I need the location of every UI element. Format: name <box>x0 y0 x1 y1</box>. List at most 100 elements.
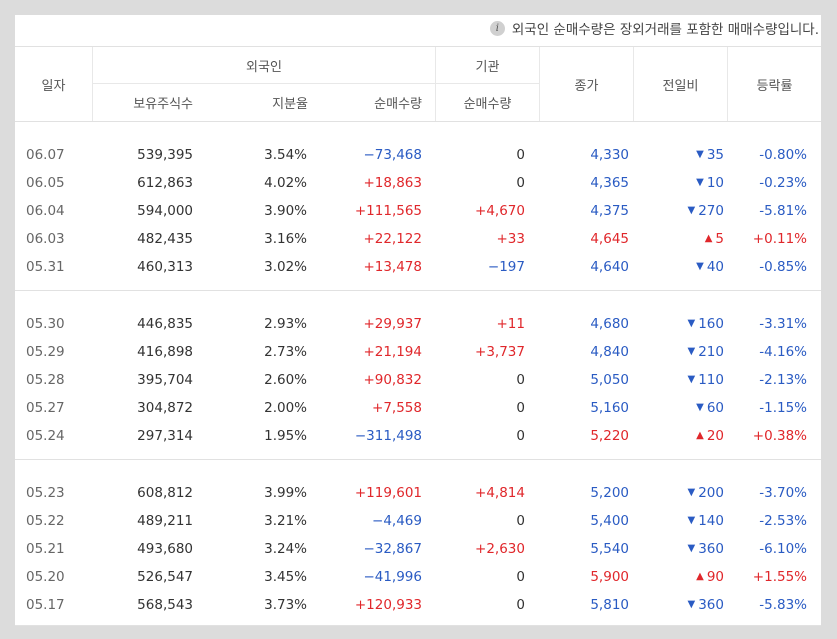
divider <box>727 47 728 121</box>
cell-institution-net: +3,737 <box>475 344 525 360</box>
cell-date: 05.30 <box>26 316 65 332</box>
triangle-up-icon: ▲ <box>696 571 704 582</box>
change-value: 270 <box>698 203 724 219</box>
cell-rate: -5.83% <box>759 597 807 613</box>
triangle-down-icon: ▼ <box>687 374 696 385</box>
row-group: 06.07 539,395 3.54% −73,468 0 4,330 ▼ 35 -0.80% 0… <box>15 121 821 291</box>
cell-rate: -0.80% <box>759 147 807 163</box>
table-row: 06.07 539,395 3.54% −73,468 0 4,330 ▼ 35 -0.80% <box>15 141 821 169</box>
cell-institution-net: +2,630 <box>475 541 525 557</box>
cell-foreign-ratio: 3.21% <box>264 513 307 529</box>
change-value: 110 <box>698 372 724 388</box>
cell-close: 5,200 <box>590 485 629 501</box>
cell-change: ▼ 35 <box>696 141 724 169</box>
cell-foreign-net: +18,863 <box>363 175 422 191</box>
triangle-down-icon: ▼ <box>696 149 704 160</box>
cell-close: 5,220 <box>590 428 629 444</box>
triangle-down-icon: ▼ <box>687 599 696 610</box>
cell-institution-net: 0 <box>516 569 525 585</box>
divider <box>92 47 93 121</box>
cell-change: ▼ 360 <box>688 591 724 619</box>
cell-foreign-ratio: 2.00% <box>264 400 307 416</box>
cell-foreign-ratio: 3.73% <box>264 597 307 613</box>
cell-change: ▼ 210 <box>688 338 724 366</box>
cell-foreign-net: +7,558 <box>372 400 422 416</box>
cell-change: ▼ 200 <box>688 479 724 507</box>
cell-change: ▼ 40 <box>696 253 724 281</box>
cell-foreign-net: −41,996 <box>363 569 422 585</box>
cell-rate: -4.16% <box>759 344 807 360</box>
divider <box>92 83 539 84</box>
table-row: 05.17 568,543 3.73% +120,933 0 5,810 ▼ 360 -5.83… <box>15 591 821 619</box>
triangle-down-icon: ▼ <box>687 487 696 498</box>
cell-foreign-holdings: 297,314 <box>137 428 193 444</box>
triangle-down-icon: ▼ <box>687 205 696 216</box>
cell-close: 4,375 <box>590 203 629 219</box>
cell-foreign-holdings: 612,863 <box>137 175 193 191</box>
cell-close: 4,645 <box>590 231 629 247</box>
cell-foreign-ratio: 4.02% <box>264 175 307 191</box>
cell-date: 06.04 <box>26 203 65 219</box>
cell-institution-net: 0 <box>516 400 525 416</box>
cell-institution-net: 0 <box>516 428 525 444</box>
row-group: 05.30 446,835 2.93% +29,937 +11 4,680 ▼ 160 -3.3… <box>15 290 821 460</box>
table-row: 06.05 612,863 4.02% +18,863 0 4,365 ▼ 10 -0.23% <box>15 169 821 197</box>
cell-foreign-holdings: 526,547 <box>137 569 193 585</box>
change-value: 35 <box>706 147 724 163</box>
cell-foreign-ratio: 3.16% <box>264 231 307 247</box>
cell-close: 5,900 <box>590 569 629 585</box>
cell-institution-net: 0 <box>516 597 525 613</box>
cell-rate: +0.11% <box>752 231 807 247</box>
cell-institution-net: 0 <box>516 147 525 163</box>
cell-close: 5,540 <box>590 541 629 557</box>
change-value: 140 <box>698 513 724 529</box>
cell-change: ▲ 5 <box>705 225 724 253</box>
cell-foreign-ratio: 2.93% <box>264 316 307 332</box>
divider <box>633 47 634 121</box>
col-header-change: 전일비 <box>662 78 699 94</box>
cell-date: 05.23 <box>26 485 65 501</box>
cell-rate: -3.70% <box>759 485 807 501</box>
cell-rate: +0.38% <box>752 428 807 444</box>
cell-institution-net: 0 <box>516 372 525 388</box>
change-value: 200 <box>698 485 724 501</box>
cell-change: ▼ 60 <box>696 394 724 422</box>
change-value: 210 <box>698 344 724 360</box>
cell-foreign-net: +13,478 <box>363 259 422 275</box>
cell-close: 5,810 <box>590 597 629 613</box>
cell-foreign-net: +90,832 <box>363 372 422 388</box>
investor-trading-panel: i 외국인 순매수량은 장외거래를 포함한 매매수량입니다. 일자 외국인 기관… <box>15 15 821 626</box>
cell-rate: -0.23% <box>759 175 807 191</box>
cell-foreign-net: +111,565 <box>354 203 422 219</box>
cell-foreign-net: +22,122 <box>363 231 422 247</box>
cell-foreign-net: +29,937 <box>363 316 422 332</box>
change-value: 160 <box>698 316 724 332</box>
cell-foreign-ratio: 3.54% <box>264 147 307 163</box>
cell-date: 06.03 <box>26 231 65 247</box>
cell-change: ▼ 10 <box>696 169 724 197</box>
change-value: 5 <box>715 231 724 247</box>
cell-rate: -0.85% <box>759 259 807 275</box>
table-row: 06.03 482,435 3.16% +22,122 +33 4,645 ▲ 5 +0.11% <box>15 225 821 253</box>
triangle-down-icon: ▼ <box>696 261 704 272</box>
cell-close: 5,400 <box>590 513 629 529</box>
cell-change: ▼ 140 <box>688 507 724 535</box>
cell-close: 4,680 <box>590 316 629 332</box>
cell-foreign-net: −73,468 <box>363 147 422 163</box>
table-row: 05.31 460,313 3.02% +13,478 −197 4,640 ▼ 40 -0.8… <box>15 253 821 281</box>
change-value: 20 <box>706 428 724 444</box>
col-header-foreign-ratio: 지분율 <box>272 97 308 112</box>
cell-institution-net: +33 <box>496 231 526 247</box>
cell-foreign-holdings: 539,395 <box>137 147 193 163</box>
cell-close: 4,640 <box>590 259 629 275</box>
cell-close: 4,840 <box>590 344 629 360</box>
cell-rate: -6.10% <box>759 541 807 557</box>
cell-rate: -1.15% <box>759 400 807 416</box>
cell-institution-net: 0 <box>516 175 525 191</box>
cell-close: 5,160 <box>590 400 629 416</box>
cell-change: ▲ 20 <box>696 422 724 450</box>
table-row: 05.23 608,812 3.99% +119,601 +4,814 5,200 ▼ 200… <box>15 479 821 507</box>
cell-date: 05.22 <box>26 513 65 529</box>
cell-foreign-net: +119,601 <box>354 485 422 501</box>
cell-foreign-holdings: 304,872 <box>137 400 193 416</box>
